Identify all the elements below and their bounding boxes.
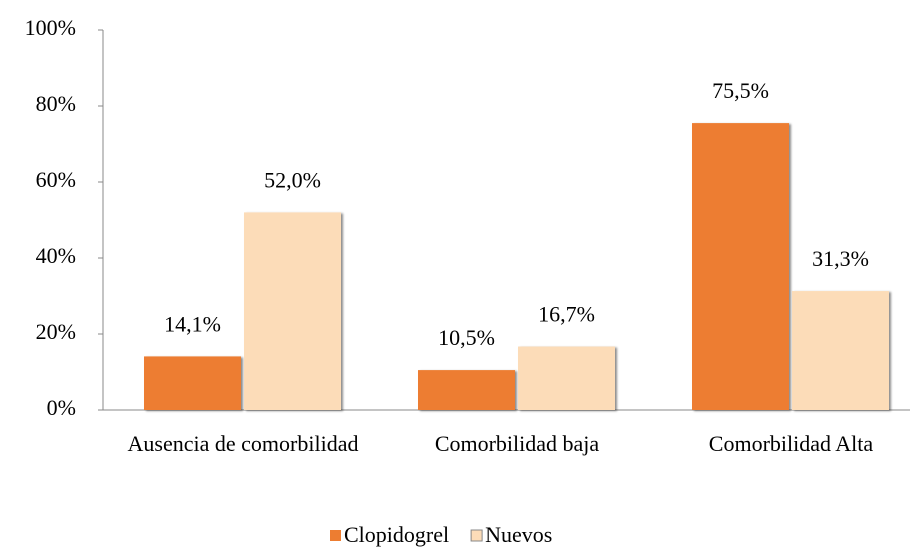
value-label: 75,5%	[712, 78, 769, 103]
legend-label: Nuevos	[485, 522, 552, 547]
legend-swatch	[330, 530, 341, 541]
bar	[418, 370, 515, 410]
y-tick-label: 100%	[25, 15, 76, 40]
value-label: 16,7%	[538, 302, 595, 327]
y-tick-label: 40%	[36, 243, 76, 268]
value-label: 14,1%	[164, 311, 221, 336]
y-tick-label: 60%	[36, 167, 76, 192]
bar	[244, 212, 341, 410]
bar	[692, 123, 789, 410]
legend-swatch	[470, 529, 483, 542]
y-tick-label: 0%	[47, 395, 76, 420]
x-tick-label: Comorbilidad baja	[435, 431, 600, 456]
bar	[518, 346, 615, 410]
value-label: 10,5%	[438, 325, 495, 350]
bar	[792, 291, 889, 410]
legend-label: Clopidogrel	[344, 522, 449, 547]
value-label: 52,0%	[264, 167, 321, 192]
x-tick-label: Ausencia de comorbilidad	[128, 431, 359, 456]
value-label: 31,3%	[812, 246, 869, 271]
y-tick-label: 20%	[36, 319, 76, 344]
y-tick-label: 80%	[36, 91, 76, 116]
bar	[144, 356, 241, 410]
x-tick-label: Comorbilidad Alta	[709, 431, 874, 456]
